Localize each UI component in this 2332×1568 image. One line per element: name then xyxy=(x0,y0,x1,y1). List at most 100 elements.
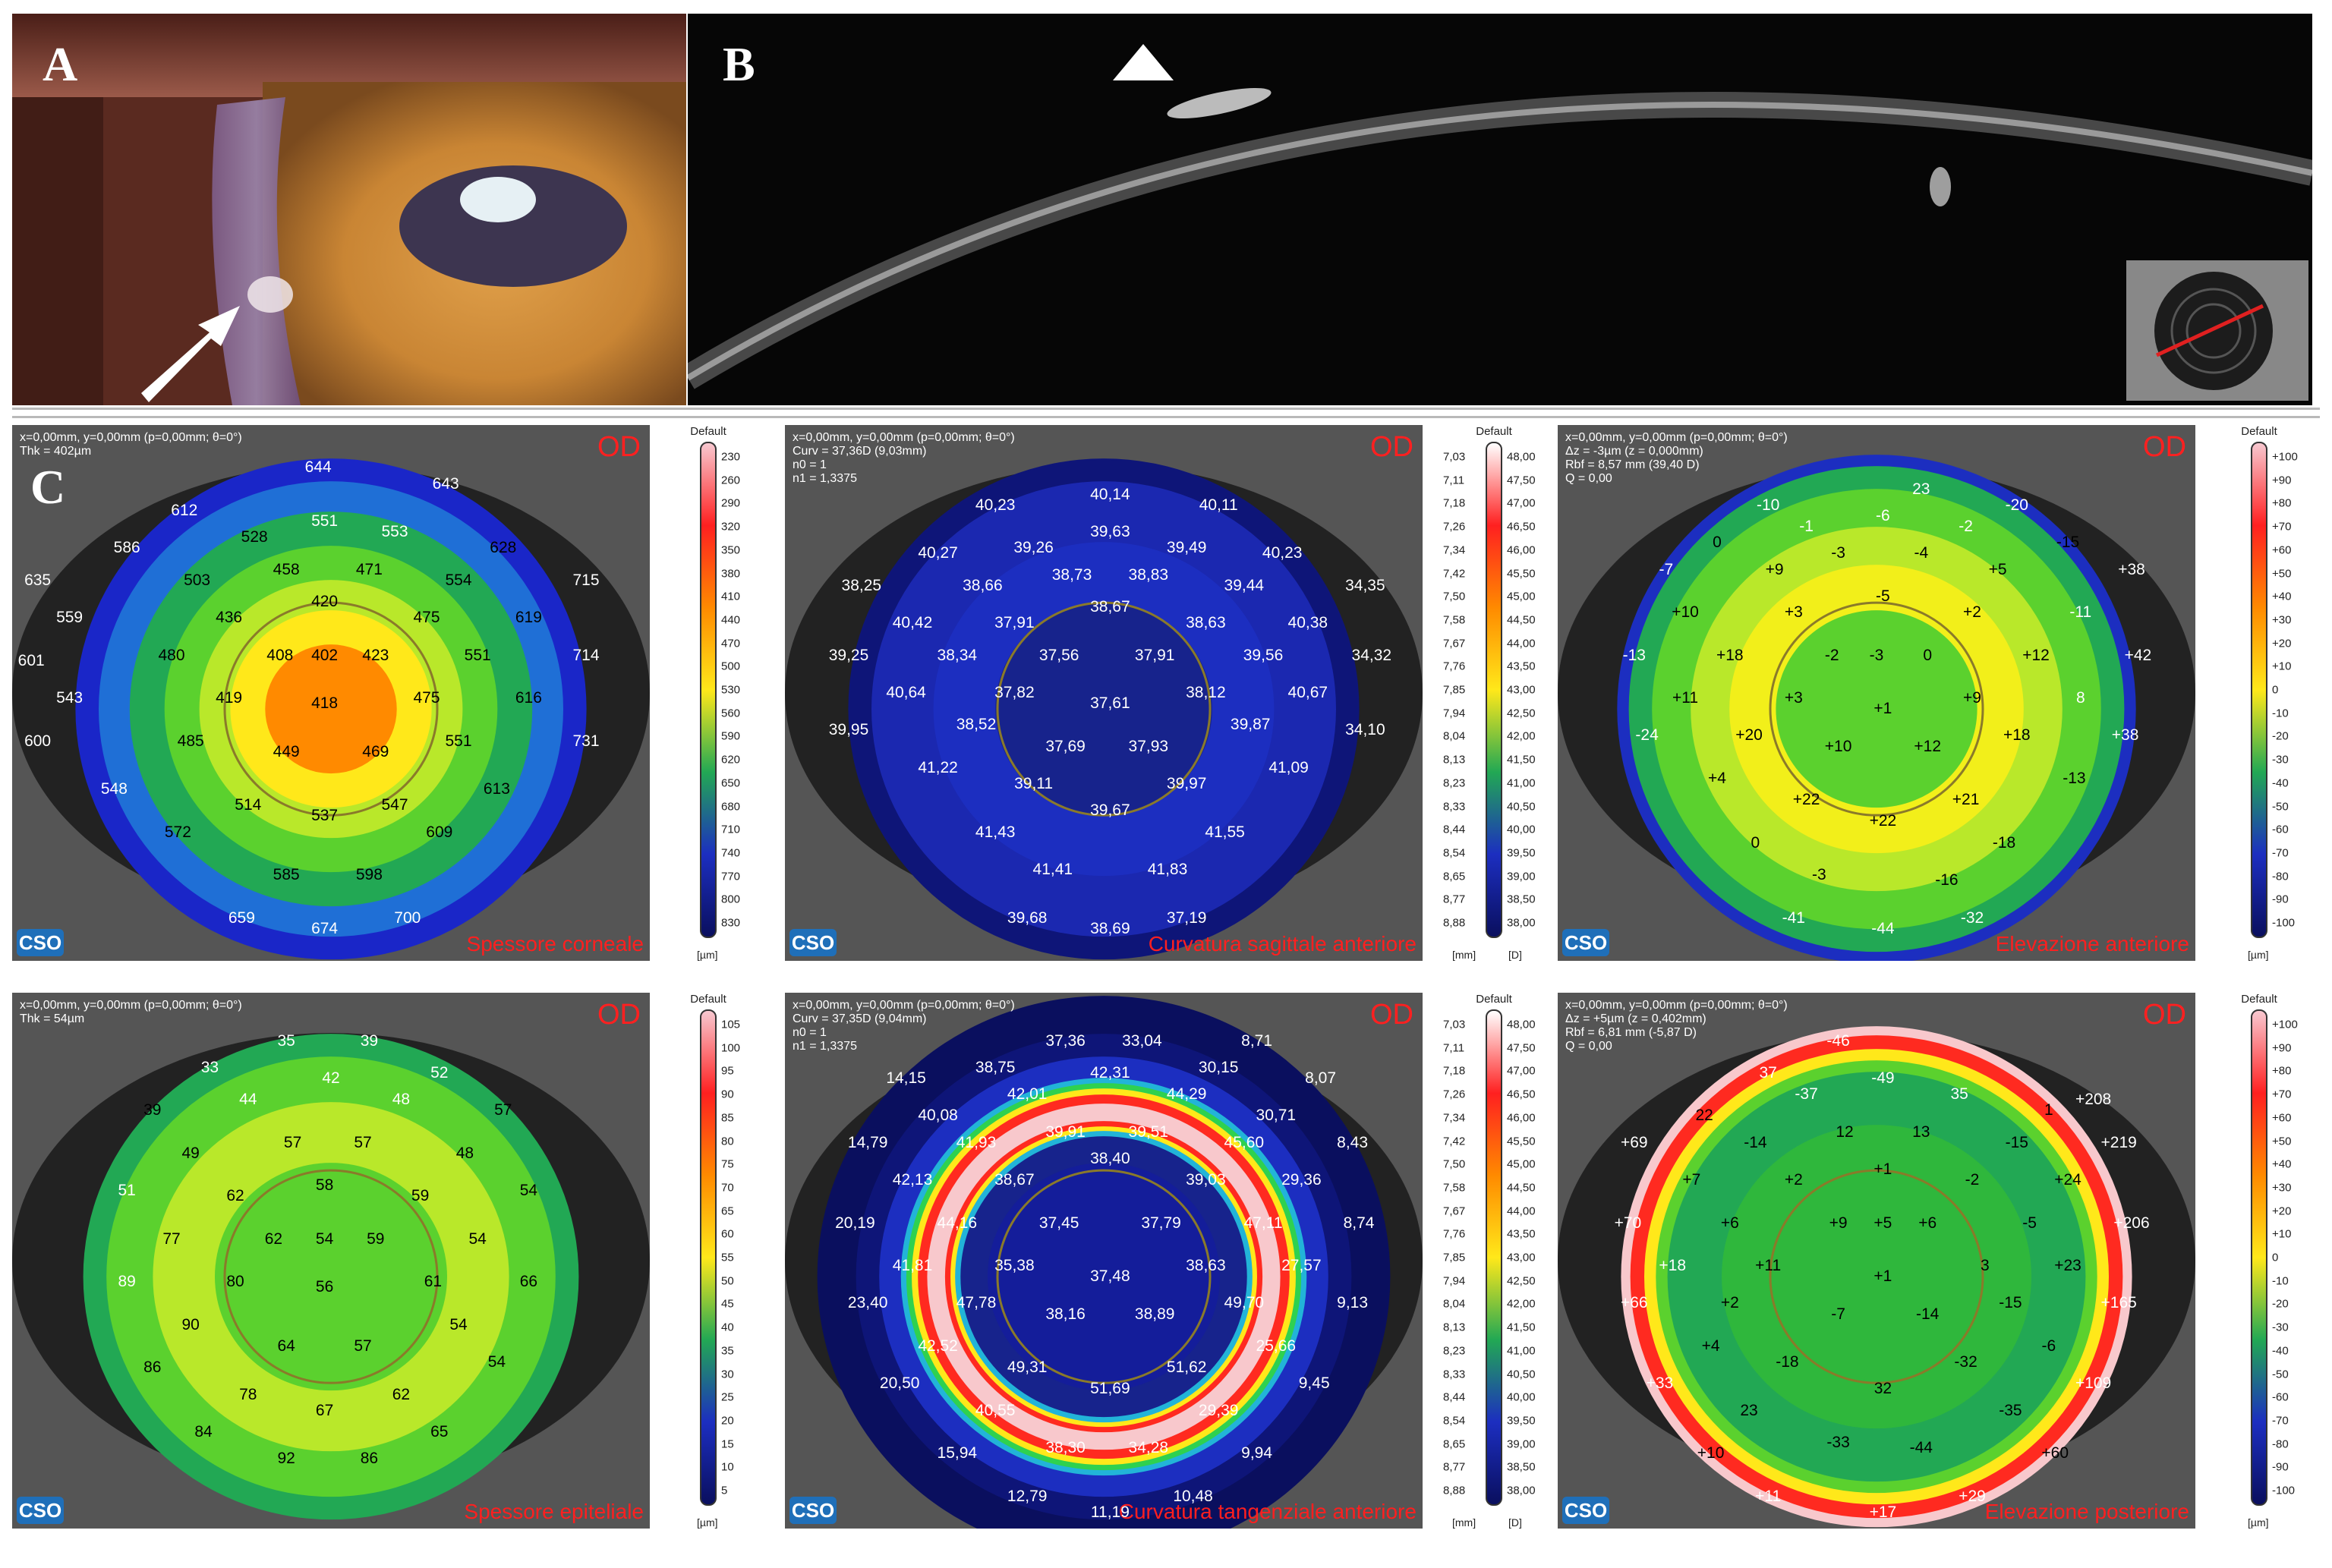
scale-tick: 39,50 xyxy=(1507,846,1536,860)
scale-tick: +20 xyxy=(2272,637,2292,650)
map-value: 39,25 xyxy=(828,646,869,664)
map-value: 39 xyxy=(360,1031,379,1050)
map-curvatura-tangenziale-anteriore: x=0,00mm, y=0,00mm (p=0,00mm; θ=0°) Curv … xyxy=(785,993,1423,1529)
map-value: 37,93 xyxy=(1128,737,1169,755)
map-value: +11 xyxy=(1672,689,1699,707)
color-scale: Default +100 +90 +80 +70 +60 +50 +40 +30 +20 +10 0-… xyxy=(2228,425,2319,971)
scale-tick: 410 xyxy=(721,590,741,603)
map-value: 547 xyxy=(381,796,408,814)
scale-tick: 8,77 xyxy=(1443,893,1466,906)
map-value: 33 xyxy=(200,1058,219,1076)
cso-logo: CSO xyxy=(1562,1497,1609,1524)
scale-bar xyxy=(2251,1009,2267,1506)
map-value: 40,14 xyxy=(1090,485,1130,503)
scale-unit: [µm] xyxy=(697,1516,718,1529)
map-value: +17 xyxy=(1869,1503,1897,1521)
corneal-map-image xyxy=(785,425,1423,961)
scale-tick: -40 xyxy=(2272,776,2289,790)
map-info-line: x=0,00mm, y=0,00mm (p=0,00mm; θ=0°) xyxy=(1565,431,1788,444)
scale-tick: 41,50 xyxy=(1507,753,1536,767)
scale-tick: 90 xyxy=(721,1088,734,1101)
scale-tick: 45 xyxy=(721,1297,734,1311)
map-value: 49 xyxy=(181,1144,200,1162)
scale-tick: 47,00 xyxy=(1507,496,1536,510)
map-value: 40,64 xyxy=(886,684,926,701)
scale-tick: 5 xyxy=(721,1484,728,1497)
map-value: +109 xyxy=(2075,1374,2112,1393)
map-info: x=0,00mm, y=0,00mm (p=0,00mm; θ=0°) Curv … xyxy=(793,999,1015,1053)
slit-lamp-image xyxy=(12,14,686,405)
scale-tick: 7,94 xyxy=(1443,1274,1466,1288)
map-value: 49,70 xyxy=(1224,1294,1265,1312)
map-value: +18 xyxy=(1659,1257,1686,1275)
map-value: +208 xyxy=(2075,1091,2112,1109)
scale-tick: -60 xyxy=(2272,1390,2289,1404)
map-value: +20 xyxy=(1735,726,1763,745)
map-value: 90 xyxy=(181,1315,200,1333)
map-value: 49,31 xyxy=(1007,1359,1048,1377)
scale-tick: 7,67 xyxy=(1443,637,1466,650)
map-value: 47,11 xyxy=(1243,1214,1283,1232)
panel-label-a: A xyxy=(43,37,78,91)
scale-tick: 41,50 xyxy=(1507,1321,1536,1334)
map-value: 40,23 xyxy=(1262,544,1303,562)
map-info-line: Curv = 37,36D (9,03mm) xyxy=(793,445,927,458)
map-value: +24 xyxy=(2054,1171,2081,1189)
map-value: 619 xyxy=(515,609,542,627)
separator xyxy=(12,408,2320,410)
map-value: +5 xyxy=(1988,560,2007,578)
map-value: 33,04 xyxy=(1122,1031,1162,1050)
map-value: +29 xyxy=(1959,1487,1986,1505)
map-value: 44,16 xyxy=(937,1214,978,1232)
map-value: +11 xyxy=(1755,1257,1782,1275)
scale-tick: 40,00 xyxy=(1507,1390,1536,1404)
map-value: -14 xyxy=(1916,1305,1940,1323)
eye-label: OD xyxy=(2143,431,2186,463)
map-value: 12,79 xyxy=(1007,1487,1048,1505)
scale-tick: 46,50 xyxy=(1507,520,1536,534)
map-value: +18 xyxy=(1716,646,1744,664)
map-value: 65 xyxy=(430,1422,449,1440)
scale-tick: 43,50 xyxy=(1507,660,1536,673)
map-value: 40,67 xyxy=(1287,684,1328,701)
map-value: 38,75 xyxy=(975,1058,1016,1076)
scale-tick: 560 xyxy=(721,707,741,720)
map-value: -49 xyxy=(1871,1069,1895,1087)
scale-tick: 7,03 xyxy=(1443,450,1466,464)
scale-tick: 25 xyxy=(721,1390,734,1404)
map-value: 38,73 xyxy=(1051,565,1092,584)
map-value: 30,15 xyxy=(1198,1058,1239,1076)
map-value: +6 xyxy=(1918,1214,1937,1232)
map-value: 57 xyxy=(354,1133,372,1151)
map-value: 553 xyxy=(381,523,408,541)
map-value: 13 xyxy=(1912,1122,1930,1141)
scale-tick: -10 xyxy=(2272,1274,2289,1288)
map-value: +6 xyxy=(1720,1214,1739,1232)
scale-header: Default xyxy=(2241,425,2277,438)
scale-tick: 8,65 xyxy=(1443,1437,1466,1451)
scale-tick: +40 xyxy=(2272,1157,2292,1171)
scale-tick: 8,23 xyxy=(1443,776,1466,790)
map-value: 58 xyxy=(315,1176,334,1195)
map-value: -2 xyxy=(1959,518,1973,536)
map-value: -15 xyxy=(2056,534,2080,552)
map-value: -14 xyxy=(1744,1133,1767,1151)
map-value: 44 xyxy=(239,1091,257,1109)
map-value: 40,42 xyxy=(892,614,933,632)
map-value: 38,83 xyxy=(1128,565,1169,584)
scale-tick: +50 xyxy=(2272,567,2292,580)
map-value: 8,43 xyxy=(1337,1133,1369,1151)
map-value: 80 xyxy=(226,1273,244,1291)
scale-tick: 55 xyxy=(721,1251,734,1264)
map-value: +4 xyxy=(1701,1337,1720,1355)
scale-tick: +10 xyxy=(2272,660,2292,673)
map-value: +69 xyxy=(1620,1133,1648,1151)
map-value: 8 xyxy=(2075,689,2085,707)
map-value: 714 xyxy=(572,646,600,664)
scale-tick: 41,00 xyxy=(1507,1344,1536,1358)
map-value: 0 xyxy=(1751,833,1760,852)
map-value: 39,49 xyxy=(1166,539,1207,557)
map-value: 41,93 xyxy=(956,1133,997,1151)
scale-tick: 7,50 xyxy=(1443,590,1466,603)
scale-tick: +70 xyxy=(2272,520,2292,534)
